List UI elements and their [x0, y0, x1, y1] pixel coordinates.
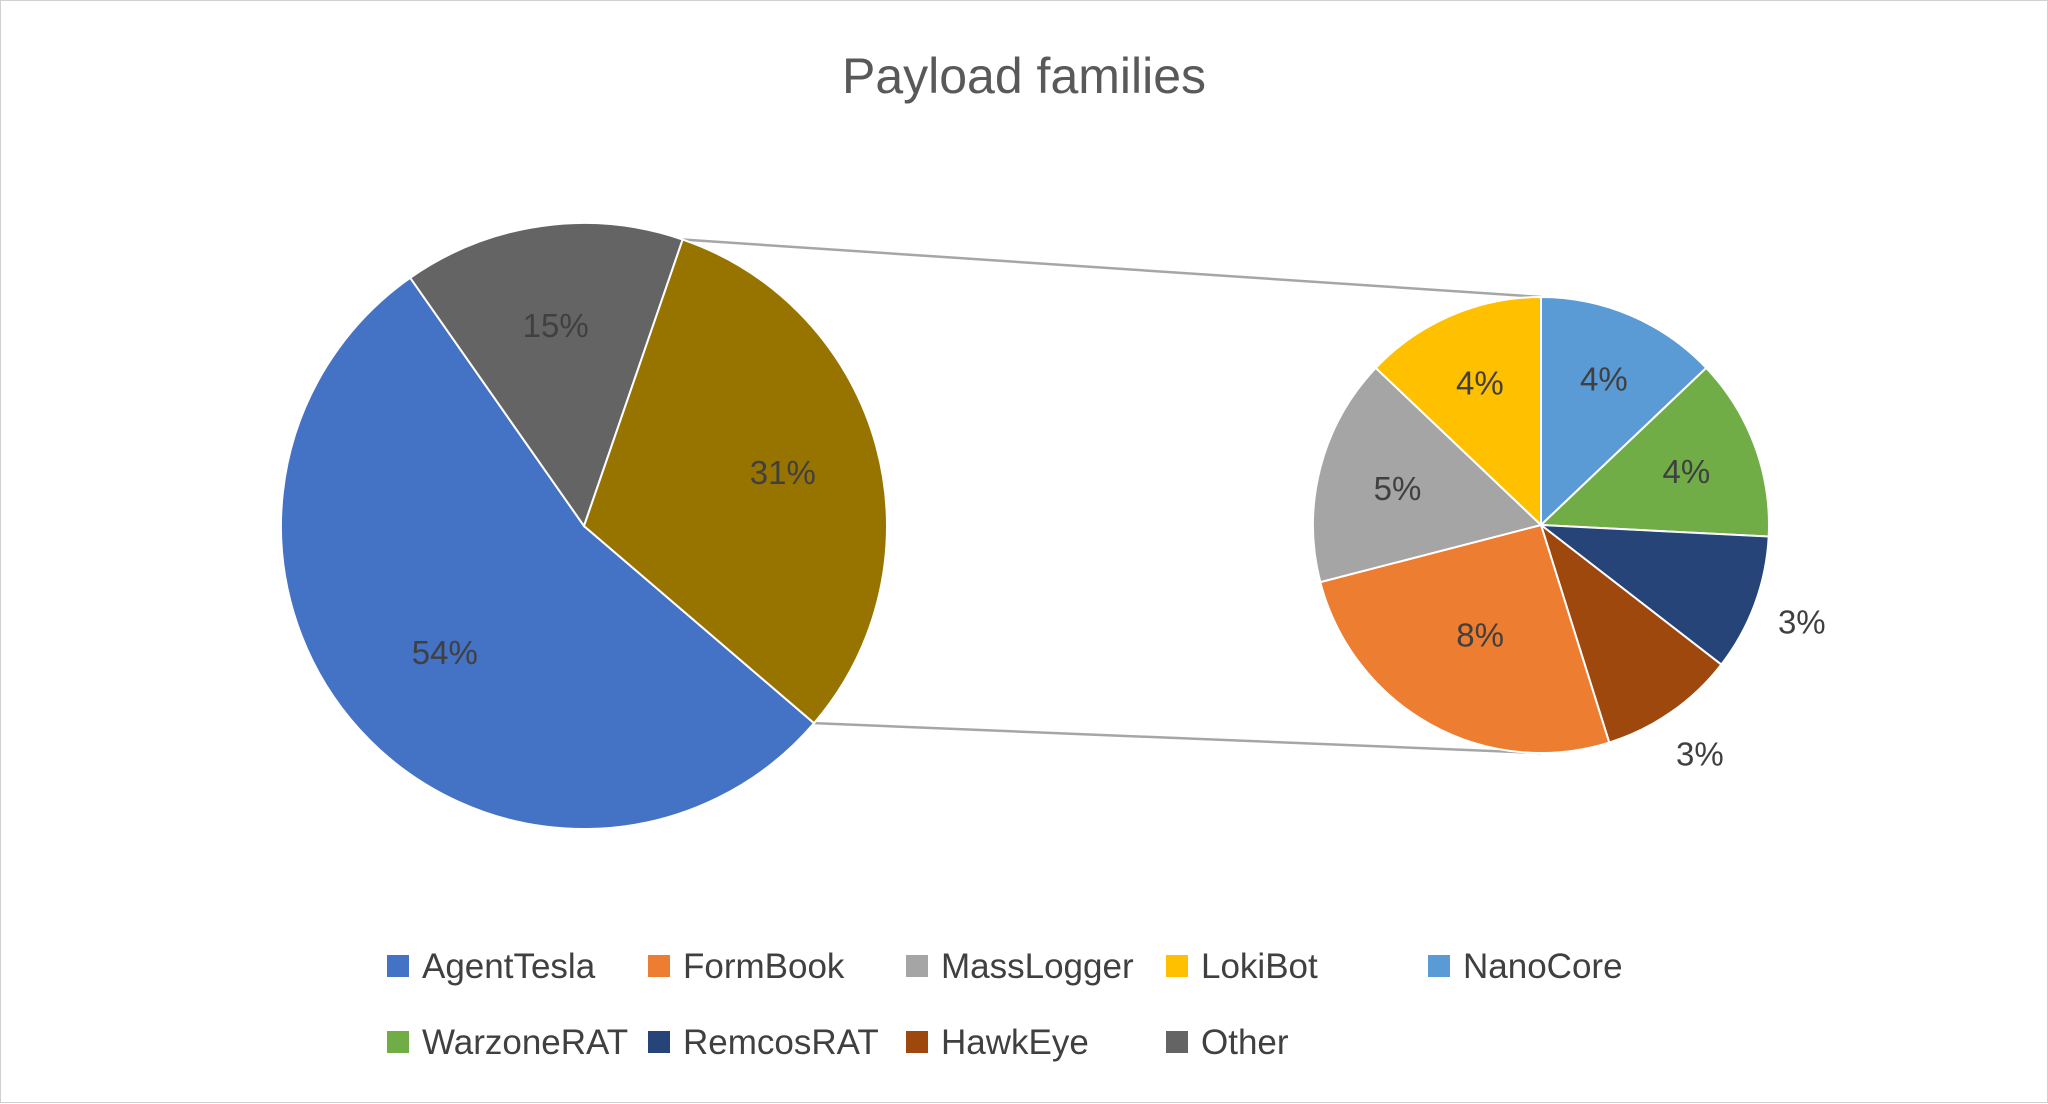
- secondary-label-warzonerat: 4%: [1663, 453, 1711, 490]
- secondary-slice-formbook: [1319, 523, 1611, 754]
- legend-item-nanocore: NanoCore: [1428, 947, 1623, 986]
- legend-item-warzonerat: WarzoneRAT: [387, 1023, 628, 1062]
- legend-label-remcosrat: RemcosRAT: [683, 1023, 879, 1062]
- chart-title: Payload families: [842, 48, 1206, 104]
- legend-label-lokibot: LokiBot: [1201, 947, 1318, 986]
- main-slice-other: [408, 222, 684, 529]
- legend-item-remcosrat: RemcosRAT: [648, 1023, 879, 1062]
- connector-line-top: [682, 238, 1542, 299]
- legend-swatch-nanocore: [1428, 955, 1450, 977]
- secondary-label-masslogger: 5%: [1374, 470, 1422, 507]
- secondary-slice-warzonerat: [1538, 366, 1771, 538]
- secondary-label-remcosrat: 3%: [1778, 604, 1826, 641]
- secondary-label-nanocore: 4%: [1580, 360, 1628, 397]
- secondary-slice-nanocore: [1540, 295, 1708, 528]
- secondary-label-formbook: 8%: [1456, 617, 1504, 654]
- legend-item-other: Other: [1166, 1023, 1289, 1062]
- legend-label-nanocore: NanoCore: [1463, 947, 1623, 986]
- legend-item-hawkeye: HawkEye: [906, 1023, 1089, 1062]
- secondary-label-lokibot: 4%: [1456, 365, 1504, 402]
- secondary-pie: 4% 4% 3% 3% 8% 5% 4%: [1312, 295, 1826, 772]
- legend-swatch-agenttesla: [387, 955, 409, 977]
- legend-swatch-other: [1166, 1031, 1188, 1053]
- legend-item-formbook: FormBook: [648, 947, 845, 986]
- legend-item-lokibot: LokiBot: [1166, 947, 1318, 986]
- main-slice-agenttesla: [279, 276, 816, 831]
- secondary-slice-masslogger: [1312, 366, 1543, 584]
- connector-lines: [682, 238, 1542, 755]
- legend-swatch-formbook: [648, 955, 670, 977]
- main-label-agenttesla: 54%: [412, 634, 478, 671]
- legend-swatch-masslogger: [906, 955, 928, 977]
- secondary-slice-hawkeye: [1539, 522, 1723, 744]
- legend-item-agenttesla: AgentTesla: [387, 947, 596, 986]
- main-pie: 54% 15% 31%: [279, 222, 888, 831]
- legend: AgentTesla FormBook MassLogger LokiBot NanoC…: [387, 947, 1623, 1062]
- main-slice-other-split: [582, 238, 888, 725]
- legend-swatch-lokibot: [1166, 955, 1188, 977]
- connector-line-bottom: [814, 721, 1542, 755]
- legend-swatch-hawkeye: [906, 1031, 928, 1053]
- legend-label-agenttesla: AgentTesla: [422, 947, 596, 986]
- main-label-other-split: 31%: [750, 454, 816, 491]
- legend-label-formbook: FormBook: [683, 947, 845, 986]
- secondary-slice-lokibot: [1374, 295, 1542, 528]
- secondary-slice-remcosrat: [1537, 523, 1770, 666]
- secondary-label-hawkeye: 3%: [1676, 735, 1724, 772]
- legend-item-masslogger: MassLogger: [906, 947, 1134, 986]
- main-label-other: 15%: [523, 307, 589, 344]
- legend-label-warzonerat: WarzoneRAT: [422, 1023, 628, 1062]
- legend-label-hawkeye: HawkEye: [941, 1023, 1089, 1062]
- legend-label-other: Other: [1201, 1023, 1289, 1062]
- legend-swatch-warzonerat: [387, 1031, 409, 1053]
- legend-swatch-remcosrat: [648, 1031, 670, 1053]
- legend-label-masslogger: MassLogger: [941, 947, 1134, 986]
